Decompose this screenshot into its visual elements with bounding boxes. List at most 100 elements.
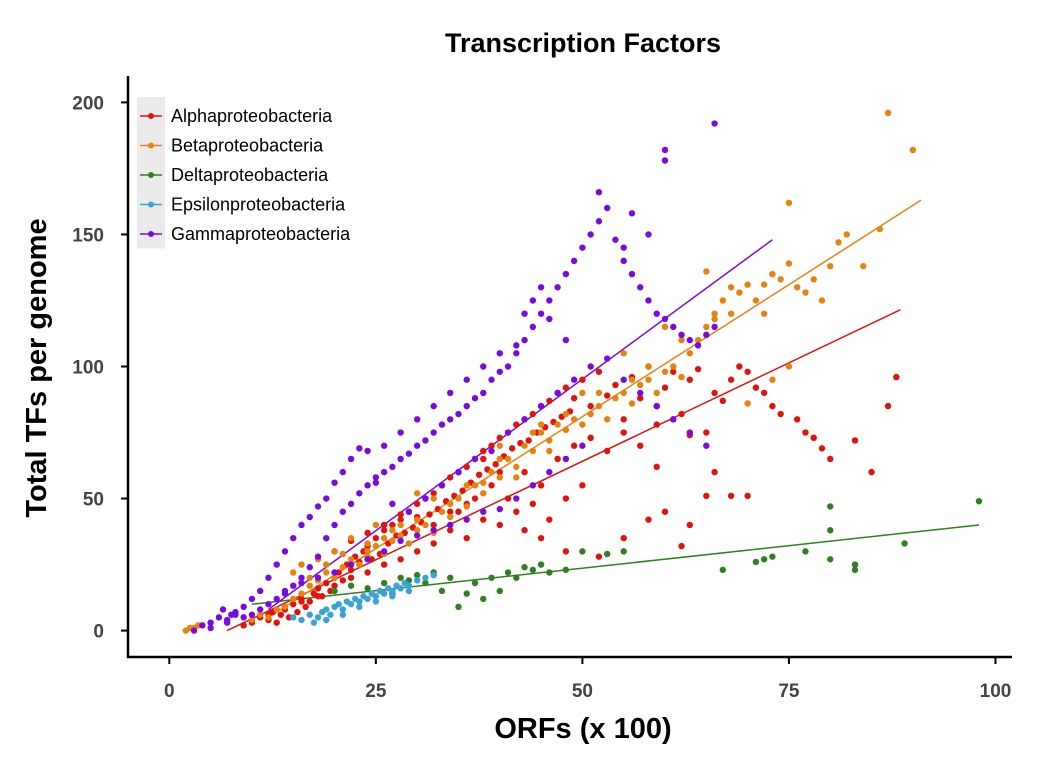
- data-point: [546, 437, 553, 444]
- data-point: [703, 442, 710, 449]
- data-point: [835, 239, 842, 246]
- data-point: [562, 455, 570, 463]
- data-point: [290, 534, 297, 542]
- data-point: [438, 421, 446, 428]
- data-point: [508, 445, 516, 452]
- data-point: [620, 244, 627, 251]
- legend: Alphaproteobacteria Betaproteobacteria Del…: [137, 97, 351, 249]
- data-point: [496, 368, 503, 375]
- data-point: [752, 558, 760, 566]
- data-point: [405, 450, 413, 457]
- data-point: [884, 402, 892, 410]
- data-point: [372, 479, 380, 486]
- data-point: [827, 503, 834, 510]
- data-point: [430, 402, 437, 410]
- data-point: [438, 508, 446, 515]
- data-point: [447, 389, 454, 397]
- data-point: [290, 600, 297, 608]
- data-point: [884, 109, 892, 117]
- data-point: [562, 566, 570, 574]
- data-point: [413, 548, 421, 555]
- data-point: [521, 442, 528, 449]
- data-point: [868, 468, 875, 476]
- data-point: [678, 336, 685, 344]
- data-point: [364, 540, 371, 547]
- data-point: [645, 231, 652, 238]
- data-point: [422, 579, 429, 587]
- data-point: [331, 574, 338, 581]
- data-point: [463, 590, 470, 597]
- legend-item: Epsilonproteobacteria: [140, 195, 346, 215]
- data-point: [323, 569, 330, 576]
- data-point: [620, 350, 627, 357]
- data-point: [818, 445, 826, 452]
- data-point: [546, 468, 553, 476]
- data-point: [711, 315, 718, 323]
- data-point: [579, 389, 586, 397]
- data-point: [703, 492, 710, 500]
- data-point: [678, 542, 685, 550]
- data-point: [661, 508, 669, 515]
- data-point: [686, 336, 693, 344]
- data-point: [537, 534, 545, 542]
- data-point: [463, 516, 470, 523]
- data-point: [273, 595, 280, 603]
- y-tick-label: 150: [72, 225, 104, 246]
- data-point: [504, 363, 512, 370]
- series-epsilonproteobacteria-points: [290, 571, 437, 626]
- data-point: [248, 611, 256, 618]
- data-point: [785, 260, 793, 267]
- data-point: [827, 262, 834, 270]
- data-point: [347, 534, 355, 542]
- data-point: [678, 410, 685, 418]
- data-point: [480, 595, 487, 603]
- data-point: [521, 336, 528, 344]
- data-point: [595, 402, 603, 410]
- data-point: [488, 468, 495, 476]
- data-point: [232, 611, 239, 618]
- data-point: [529, 447, 537, 455]
- y-tick-label: 100: [72, 358, 104, 379]
- data-point: [430, 495, 437, 502]
- data-point: [562, 548, 570, 555]
- data-point: [562, 426, 570, 434]
- data-point: [422, 574, 429, 581]
- data-point: [661, 157, 669, 164]
- data-point: [810, 276, 817, 283]
- data-point: [240, 603, 247, 611]
- data-point: [777, 276, 784, 283]
- data-point: [215, 614, 223, 621]
- data-point: [364, 548, 371, 555]
- data-point: [339, 606, 347, 613]
- data-point: [521, 564, 528, 571]
- data-point: [793, 284, 801, 291]
- data-point: [356, 490, 363, 497]
- data-point: [413, 416, 421, 423]
- data-point: [727, 376, 735, 383]
- data-point: [496, 587, 503, 595]
- data-point: [637, 442, 644, 449]
- data-point: [447, 416, 454, 423]
- data-point: [496, 455, 503, 463]
- data-point: [372, 534, 380, 542]
- fit-line-alphaproteobacteria: [226, 309, 901, 632]
- data-point: [603, 447, 611, 455]
- data-point: [752, 297, 760, 304]
- data-point: [513, 342, 520, 349]
- data-point: [471, 455, 479, 463]
- data-point: [529, 429, 537, 436]
- data-point: [488, 376, 495, 383]
- fit-line-gammaproteobacteria: [268, 239, 773, 611]
- data-point: [851, 561, 859, 568]
- data-point: [397, 516, 404, 523]
- data-point: [554, 421, 561, 428]
- data-point: [438, 587, 446, 595]
- data-point: [413, 571, 421, 579]
- data-point: [459, 487, 466, 494]
- data-point: [777, 410, 784, 418]
- data-point: [422, 495, 429, 502]
- data-point: [686, 429, 693, 436]
- data-point: [525, 437, 532, 444]
- data-point: [785, 199, 793, 206]
- data-point: [513, 474, 520, 481]
